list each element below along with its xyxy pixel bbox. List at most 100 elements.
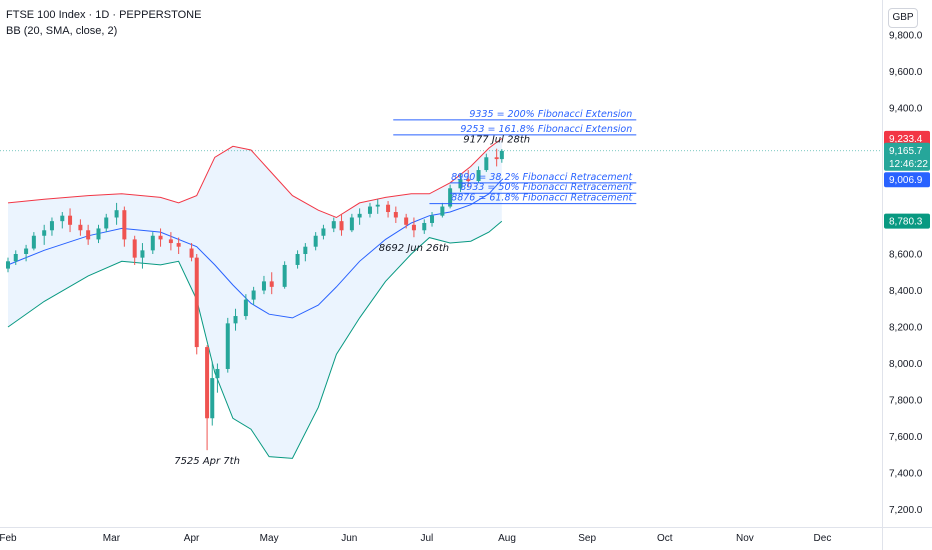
annotation-label: 9177 Jul 28th (463, 135, 530, 146)
candle[interactable] (440, 202, 445, 218)
candle-body (269, 281, 274, 287)
candle-body (140, 250, 145, 258)
time-tick-label: Apr (184, 533, 200, 544)
candle[interactable] (386, 201, 391, 218)
badge-bg (884, 130, 930, 146)
candle[interactable] (24, 244, 29, 262)
annotation-label: 7525 Apr 7th (174, 456, 240, 467)
chart-title: FTSE 100 Index · 1D · PEPPERSTONE (6, 9, 202, 21)
candle[interactable] (189, 243, 194, 262)
candle-body (303, 246, 308, 254)
fibonacci-lines-layer[interactable]: 9335 = 200% Fibonacci Extension 9253 = 16… (393, 109, 637, 205)
candle[interactable] (86, 224, 91, 245)
candle[interactable] (269, 272, 274, 295)
candle-body (225, 323, 230, 369)
candle-body (339, 221, 344, 231)
candle[interactable] (114, 202, 119, 225)
candle[interactable] (484, 153, 489, 172)
candle[interactable] (476, 166, 481, 183)
fib-label: 9335 = 200% Fibonacci Extension (469, 109, 632, 120)
candle-body (499, 150, 504, 160)
currency-selector[interactable]: GBP (888, 8, 918, 28)
candle[interactable] (499, 149, 504, 163)
candle[interactable] (31, 232, 36, 251)
candle[interactable] (150, 232, 155, 254)
candle-body (86, 230, 91, 240)
annotation-label: 8692 Jun 26th (379, 243, 449, 254)
time-tick-label: Aug (498, 533, 516, 544)
candle-body (210, 378, 215, 419)
candle-body (215, 368, 220, 379)
price-axis[interactable]: 9,800.09,600.09,400.09,200.09,000.08,800… (882, 0, 923, 550)
candle[interactable] (49, 217, 54, 236)
time-tick-label: Feb (0, 533, 17, 544)
candle[interactable] (313, 232, 318, 251)
candle[interactable] (13, 250, 18, 265)
candle[interactable] (233, 308, 238, 331)
candle[interactable] (367, 202, 372, 218)
candle[interactable] (132, 235, 137, 265)
fib-label: 9253 = 161.8% Fibonacci Extension (460, 124, 632, 135)
candle[interactable] (243, 294, 248, 320)
candle[interactable] (349, 213, 354, 233)
candle[interactable] (422, 219, 427, 234)
price-tick-label: 8,000.0 (889, 359, 923, 370)
candle-body (176, 243, 181, 247)
candle[interactable] (60, 212, 65, 229)
candle[interactable] (430, 212, 435, 227)
candle[interactable] (78, 219, 83, 236)
candle-body (393, 212, 398, 218)
candle[interactable] (194, 254, 199, 355)
candle-body (430, 215, 435, 223)
annotations-layer: 9177 Jul 28th 8692 Jun 26th 7525 Apr 7th (174, 135, 530, 467)
candle-body (60, 215, 65, 222)
candle-body (349, 217, 354, 231)
candle-body (243, 299, 248, 317)
candle[interactable] (215, 363, 220, 393)
candle[interactable] (42, 224, 47, 245)
candle[interactable] (251, 286, 256, 306)
candle[interactable] (210, 361, 215, 426)
time-axis[interactable]: Feb Mar Apr May Jun Jul Aug Sep Oct Nov Dec (0, 527, 932, 545)
candle[interactable] (303, 243, 308, 262)
candle[interactable] (122, 206, 127, 247)
badge-value: 9,006.9 (889, 175, 923, 186)
candle[interactable] (104, 213, 109, 233)
candle[interactable] (168, 232, 173, 251)
candle-body (189, 248, 194, 258)
candle[interactable] (261, 275, 266, 295)
candle-body (205, 347, 210, 419)
candle[interactable] (225, 317, 230, 373)
candle[interactable] (339, 213, 344, 236)
candle[interactable] (176, 237, 181, 254)
badge-bg (884, 142, 930, 171)
candle[interactable] (158, 228, 163, 247)
candle-body (386, 204, 391, 213)
candle-body (261, 281, 266, 291)
candle[interactable] (404, 213, 409, 229)
candle[interactable] (357, 208, 362, 225)
candle[interactable] (448, 184, 453, 209)
candle[interactable] (140, 243, 145, 269)
candle[interactable] (68, 208, 73, 233)
candle[interactable] (6, 257, 10, 273)
candle-body (476, 170, 481, 181)
candle[interactable] (295, 250, 300, 269)
candle[interactable] (411, 217, 416, 238)
candle[interactable] (331, 217, 336, 233)
price-badge-upper: 9,233.4 (884, 130, 930, 146)
candle[interactable] (282, 261, 287, 289)
candle-body (404, 217, 409, 225)
time-tick-label: Jun (341, 533, 357, 544)
candle[interactable] (393, 206, 398, 223)
indicator-legend[interactable]: BB (20, SMA, close, 2) (6, 25, 118, 37)
candle[interactable] (375, 199, 380, 214)
candle[interactable] (466, 170, 471, 187)
candle[interactable] (205, 345, 210, 451)
candles-layer[interactable] (6, 148, 504, 451)
candle[interactable] (321, 224, 326, 240)
candle[interactable] (96, 224, 101, 244)
candle[interactable] (494, 148, 499, 167)
candle-body (357, 213, 362, 218)
